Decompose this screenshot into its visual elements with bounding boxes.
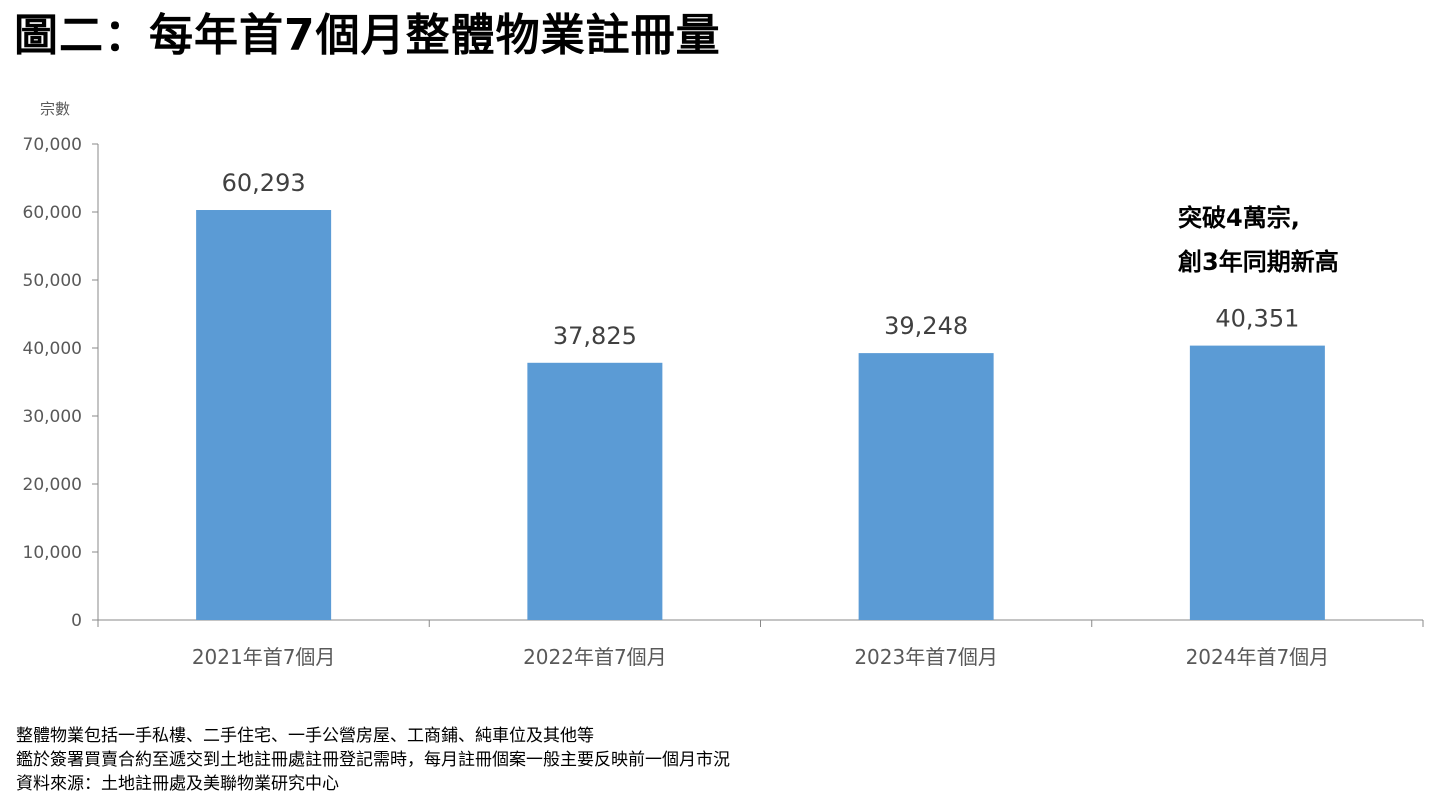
data-label: 40,351 bbox=[1215, 305, 1299, 333]
bar bbox=[527, 362, 663, 620]
axes: 0 10,000 20,000 30,000 40,000 50,000 60,000 70,… bbox=[23, 135, 1424, 631]
y-tick-label: 30,000 bbox=[23, 407, 82, 427]
page-title: 圖二：每年首7個月整體物業註冊量 bbox=[14, 10, 721, 61]
y-tick-label: 10,000 bbox=[23, 543, 82, 563]
x-tick-label: 2023年首7個月 bbox=[854, 645, 998, 669]
y-tick-label: 50,000 bbox=[23, 271, 82, 291]
bar bbox=[1189, 345, 1325, 620]
annotation-line-2: 創3年同期新高 bbox=[1178, 248, 1339, 276]
footnote-2: 鑑於簽署買賣合約至遞交到土地註冊處註冊登記需時，每月註冊個案一般主要反映前一個月… bbox=[16, 750, 730, 770]
y-tick-label: 0 bbox=[71, 611, 82, 631]
x-tick-label: 2021年首7個月 bbox=[192, 645, 336, 669]
bar bbox=[858, 353, 994, 620]
bars bbox=[196, 210, 1325, 620]
labels: 60,293 2021年首7個月 37,825 2022年首7個月 39,248 2023… bbox=[192, 169, 1329, 669]
data-label: 60,293 bbox=[222, 169, 306, 197]
chart-annotation: 突破4萬宗, 創3年同期新高 bbox=[1178, 196, 1339, 284]
annotation-line-1: 突破4萬宗, bbox=[1178, 204, 1300, 232]
x-tick-label: 2022年首7個月 bbox=[523, 645, 667, 669]
x-tick-label: 2024年首7個月 bbox=[1186, 645, 1330, 669]
footnote-3: 資料來源：土地註冊處及美聯物業研究中心 bbox=[16, 774, 339, 794]
data-label: 39,248 bbox=[884, 312, 968, 340]
y-tick-label: 70,000 bbox=[23, 135, 82, 155]
y-tick-label: 20,000 bbox=[23, 475, 82, 495]
footnotes: 整體物業包括一手私樓、二手住宅、一手公營房屋、工商鋪、純車位及其他等 鑑於簽署買… bbox=[16, 724, 730, 796]
y-axis-label: 宗數 bbox=[40, 100, 70, 118]
footnote-1: 整體物業包括一手私樓、二手住宅、一手公營房屋、工商鋪、純車位及其他等 bbox=[16, 726, 594, 746]
bar bbox=[196, 210, 332, 620]
y-tick-label: 40,000 bbox=[23, 339, 82, 359]
y-tick-label: 60,000 bbox=[23, 203, 82, 223]
data-label: 37,825 bbox=[553, 322, 637, 350]
